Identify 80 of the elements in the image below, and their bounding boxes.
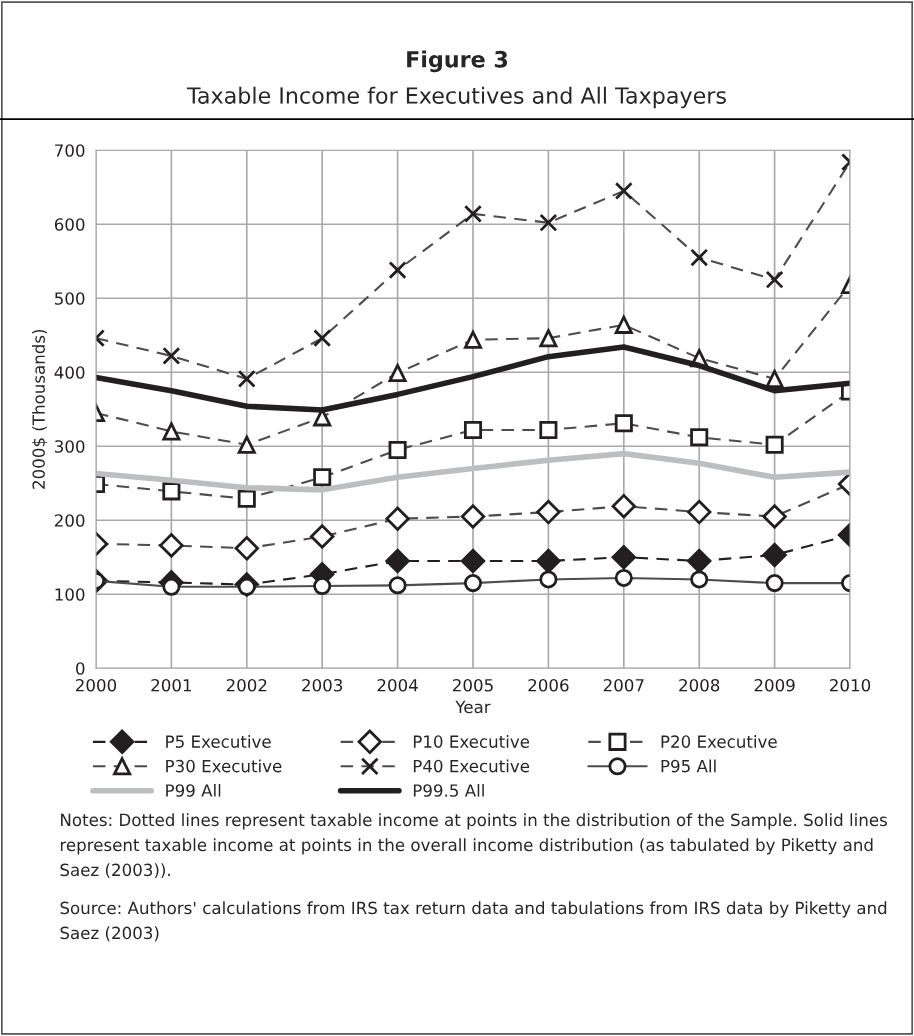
y-tick-label: 400 [54,366,85,379]
point [309,524,335,549]
point [690,570,709,589]
text: Notes: Dotted lines represent taxable income at points in the distribution of the Sample. Solid lines represent taxable income at points in the overall income distribution (as tabulated by Piketty and Saez (2003)). [60,813,887,879]
point [539,420,558,439]
point [388,576,407,595]
y-axis-title: 2000$ (Thousands) [32,329,48,489]
point [614,414,633,433]
legend-label: P10 Executive [413,735,530,748]
point [237,369,256,388]
point [690,248,709,267]
y-tick-label: 300 [55,440,85,453]
point [460,504,486,529]
point [765,369,784,388]
point [765,574,784,593]
x-tick-label: 2006 [528,678,569,692]
point [463,574,483,593]
point [237,435,256,454]
legend-label: P99 All [166,783,221,797]
point [762,504,787,529]
x-tick-label: 2010 [830,678,871,692]
point [388,440,407,459]
y-tick-label: 700 [55,144,85,157]
point [313,577,332,596]
point [162,346,181,365]
x-tick-label: 2009 [754,678,795,692]
legend-label: P5 Executive [166,735,271,748]
point [162,422,181,441]
legend-label: P20 Executive [661,735,777,748]
point [765,435,784,454]
x-axis-title: Year [455,700,491,714]
point [536,548,561,574]
y-tick-label: 100 [55,588,85,601]
point [313,468,332,487]
point [614,315,633,334]
x-tick-label: 2000 [75,678,117,692]
point [539,213,558,232]
x-tick-label: 2004 [377,678,418,692]
y-tick-label: 600 [54,218,85,231]
point [762,542,787,568]
source-note: Source: Authors' calculations from IRS tax return data and tabulations from IRS data by Piketty and Saez (2003) [60,901,887,942]
legend-label: P99.5 All [413,783,484,797]
point [463,330,483,349]
point [162,482,181,501]
point [237,489,256,508]
legend-label: P30 Executive [166,759,282,773]
point [687,499,712,525]
point [385,548,410,574]
point [539,570,558,589]
x-tick-label: 2001 [151,678,192,692]
chart-subtitle: Taxable Income for Executives and All Taxpayers [186,86,726,109]
point [463,420,483,439]
point [611,545,636,570]
x-tick-label: 2002 [226,678,267,692]
y-tick-label: 500 [55,292,85,305]
point [611,493,636,519]
point [614,181,633,200]
x-tick-label: 2003 [302,678,343,692]
legend-label: P95 All [661,759,716,773]
point [460,548,486,574]
point [765,270,784,289]
point [234,536,259,561]
point [539,329,558,348]
point [463,204,483,223]
x-tick-label: 2008 [679,678,720,692]
point [388,261,407,280]
point [614,568,633,587]
point [385,506,410,531]
point [536,499,561,525]
x-tick-label: 2007 [603,678,644,692]
chart-title: Figure 3 [407,50,508,73]
point [313,329,332,348]
y-tick-label: 0 [76,662,85,675]
legend-label: P40 Executive [413,759,530,773]
point [388,363,407,382]
y-tick-label: 200 [54,514,85,527]
point [690,428,709,447]
x-tick-label: 2005 [453,678,493,692]
point [687,548,712,574]
point [159,533,184,558]
